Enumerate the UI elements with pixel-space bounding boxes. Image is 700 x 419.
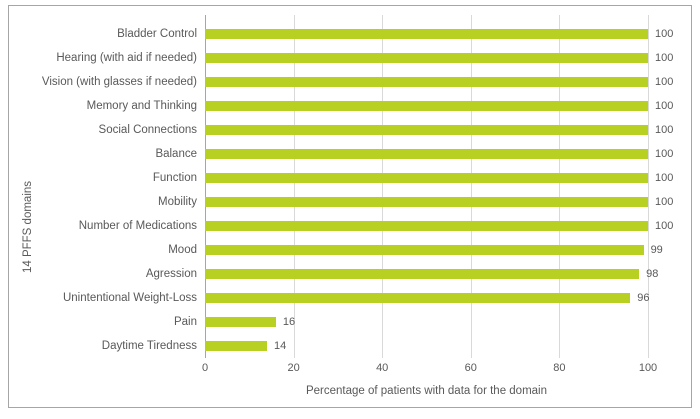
value-label: 100 xyxy=(655,172,674,184)
x-tick-label: 60 xyxy=(464,362,477,374)
gridline xyxy=(470,15,472,358)
category-label: Pain xyxy=(173,316,197,328)
y-axis-line xyxy=(205,15,206,358)
category-label: Balance xyxy=(155,148,197,160)
bar xyxy=(205,269,640,279)
category-label: Social Connections xyxy=(98,124,197,136)
bar xyxy=(205,77,648,87)
x-axis-title: Percentage of patients with data for the… xyxy=(305,385,547,397)
category-label: Memory and Thinking xyxy=(86,100,197,112)
category-label: Mood xyxy=(168,244,197,256)
category-label: Function xyxy=(152,172,197,184)
category-label: Daytime Tiredness xyxy=(101,340,197,352)
category-label: Bladder Control xyxy=(117,28,197,40)
value-label: 98 xyxy=(646,268,659,280)
bar xyxy=(205,245,644,255)
bar xyxy=(205,53,648,63)
x-tick-label: 40 xyxy=(376,362,389,374)
x-tick-label: 20 xyxy=(287,362,300,374)
value-label: 100 xyxy=(655,196,674,208)
bar xyxy=(205,197,648,207)
bar xyxy=(205,125,648,135)
category-label: Vision (with glasses if needed) xyxy=(41,76,197,88)
value-label: 14 xyxy=(274,340,287,352)
gridline xyxy=(382,15,384,358)
bar xyxy=(205,149,648,159)
value-label: 100 xyxy=(655,28,674,40)
category-label: Number of Medications xyxy=(78,220,197,232)
category-label: Agression xyxy=(145,268,197,280)
bar xyxy=(205,293,631,303)
value-label: 100 xyxy=(655,220,674,232)
bar xyxy=(205,173,648,183)
value-label: 100 xyxy=(655,124,674,136)
gridline xyxy=(648,15,649,358)
bar xyxy=(205,221,648,231)
value-label: 100 xyxy=(655,148,674,160)
gridline xyxy=(559,15,561,358)
x-tick-label: 0 xyxy=(201,362,209,374)
bar xyxy=(205,341,268,351)
value-label: 100 xyxy=(655,76,674,88)
bar xyxy=(205,29,648,39)
category-label: Mobility xyxy=(158,196,197,208)
value-label: 16 xyxy=(282,316,296,328)
category-label: Unintentional Weight-Loss xyxy=(62,292,197,304)
x-tick-label: 100 xyxy=(638,362,658,374)
value-label: 100 xyxy=(655,52,674,64)
bar xyxy=(205,317,276,327)
x-tick-label: 80 xyxy=(553,362,566,374)
gridline xyxy=(293,15,295,358)
value-label: 99 xyxy=(650,244,663,256)
value-label: 96 xyxy=(637,292,650,304)
category-label: Hearing (with aid if needed) xyxy=(56,52,197,64)
value-label: 100 xyxy=(655,100,674,112)
bar xyxy=(205,101,648,111)
